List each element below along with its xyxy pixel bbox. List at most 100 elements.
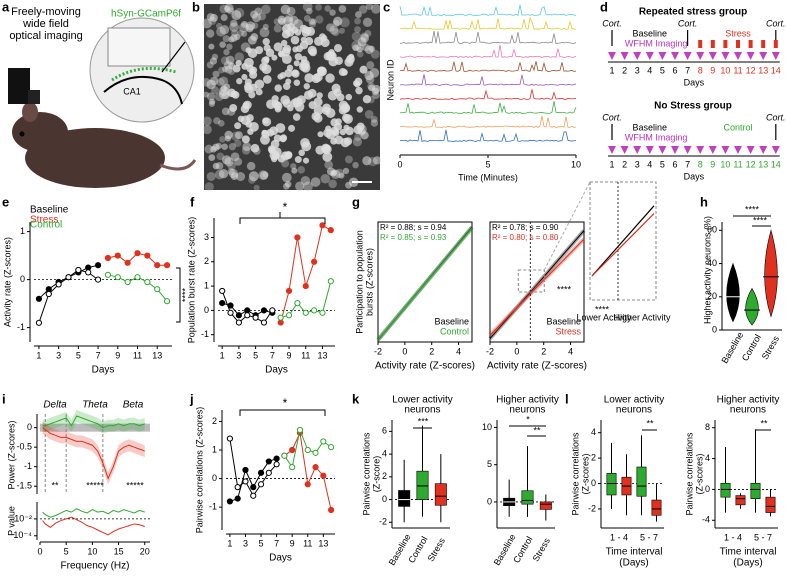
x-tick-label: 2 bbox=[541, 346, 546, 356]
point bbox=[242, 466, 249, 474]
day-label: 9 bbox=[710, 65, 715, 75]
cell bbox=[328, 51, 335, 58]
point bbox=[320, 472, 327, 479]
x-tick-label: 0 bbox=[402, 346, 407, 356]
x-tick-label: 11 bbox=[301, 350, 310, 360]
point bbox=[114, 274, 121, 281]
y-tick-label: 0 bbox=[382, 494, 387, 504]
violin bbox=[726, 262, 740, 323]
y-tick-label: 10⁻⁴ bbox=[13, 530, 32, 540]
imaging-marker bbox=[746, 146, 755, 154]
y-tick-label: 0 bbox=[487, 496, 492, 506]
significance: ***** bbox=[126, 480, 144, 490]
cell bbox=[362, 17, 373, 27]
imaging-marker bbox=[771, 52, 780, 60]
y-tick-label: 2 bbox=[212, 416, 217, 426]
cell bbox=[223, 48, 230, 56]
x-tick-label: 0 bbox=[514, 346, 519, 356]
cell bbox=[352, 161, 359, 169]
zoom-box bbox=[517, 269, 545, 293]
significance: ** bbox=[760, 418, 768, 428]
point bbox=[55, 281, 62, 288]
y-tick-label: -1 bbox=[201, 329, 209, 339]
point bbox=[312, 464, 319, 471]
day-label: 3 bbox=[635, 65, 640, 75]
point bbox=[104, 271, 112, 278]
cell bbox=[280, 151, 290, 161]
point bbox=[242, 478, 249, 485]
cort-label: Cort. bbox=[766, 18, 786, 28]
cell bbox=[326, 167, 336, 176]
cell bbox=[357, 37, 367, 47]
cell bbox=[201, 18, 212, 29]
cell bbox=[298, 149, 305, 157]
y-axis-label: Activity rate (Z-scores) bbox=[2, 237, 12, 327]
cell bbox=[354, 17, 361, 25]
panel-label: e bbox=[2, 194, 9, 209]
fit-label: R² = 0.85; s = 0.93 bbox=[380, 233, 447, 242]
cell bbox=[255, 88, 263, 96]
x-tick-label: Stress bbox=[760, 334, 782, 362]
fit-line bbox=[377, 227, 473, 340]
day-label: 8 bbox=[698, 159, 703, 169]
cell bbox=[231, 10, 242, 21]
point bbox=[294, 299, 301, 307]
point bbox=[252, 314, 259, 321]
cell bbox=[234, 131, 243, 140]
y-tick-label: 0 bbox=[204, 305, 209, 315]
cell bbox=[355, 86, 363, 95]
point bbox=[250, 484, 257, 491]
point bbox=[234, 484, 241, 491]
cell bbox=[332, 128, 340, 137]
cell bbox=[369, 68, 380, 78]
box bbox=[606, 473, 617, 496]
imaging-marker bbox=[633, 146, 642, 154]
point bbox=[226, 435, 233, 442]
point bbox=[302, 282, 309, 290]
cell bbox=[295, 181, 305, 191]
cell bbox=[202, 77, 211, 87]
cell bbox=[236, 172, 246, 182]
error-band bbox=[42, 421, 145, 485]
point bbox=[265, 469, 272, 476]
x-tick-label: 1 bbox=[227, 538, 232, 548]
y-tick-label: 8 bbox=[705, 422, 710, 432]
cell bbox=[218, 76, 229, 86]
cell bbox=[209, 13, 218, 22]
cort-label: Cort. bbox=[602, 112, 622, 122]
legend-label: Stress bbox=[555, 326, 581, 336]
cell bbox=[324, 160, 333, 170]
y-axis-label: Participation to population bbox=[354, 230, 364, 334]
cell bbox=[358, 5, 368, 14]
imaging-marker bbox=[658, 146, 667, 154]
x-axis-label: (Days) bbox=[619, 558, 648, 569]
cell bbox=[278, 50, 285, 57]
imaging-marker bbox=[658, 52, 667, 60]
significance: **** bbox=[180, 288, 190, 303]
y-axis-label: Pairwise correlations (Z-scores) bbox=[194, 407, 204, 534]
y-tick-label: -1 bbox=[24, 461, 32, 471]
imaging-label: WFHM Imaging bbox=[625, 38, 688, 48]
cell bbox=[275, 123, 286, 133]
cell bbox=[206, 79, 216, 90]
cell bbox=[203, 91, 210, 98]
cell bbox=[339, 17, 350, 28]
x-tick-label: 1 - 4 bbox=[724, 532, 742, 542]
cell bbox=[313, 97, 323, 107]
point bbox=[273, 455, 280, 462]
cell bbox=[296, 45, 303, 53]
cell bbox=[246, 64, 254, 73]
cell bbox=[281, 172, 292, 183]
significance: **** bbox=[595, 304, 610, 314]
imaging-marker bbox=[608, 146, 616, 154]
cell bbox=[293, 19, 304, 29]
y-tick-label: -1.5 bbox=[16, 481, 32, 491]
y-axis-label: (Z-scores) bbox=[694, 454, 704, 495]
cell bbox=[344, 155, 353, 164]
imaging-marker bbox=[671, 146, 679, 154]
p-line bbox=[42, 508, 145, 518]
point bbox=[235, 319, 242, 326]
cell bbox=[249, 83, 258, 92]
x-tick-label: -2 bbox=[374, 346, 382, 356]
cell bbox=[262, 23, 269, 30]
